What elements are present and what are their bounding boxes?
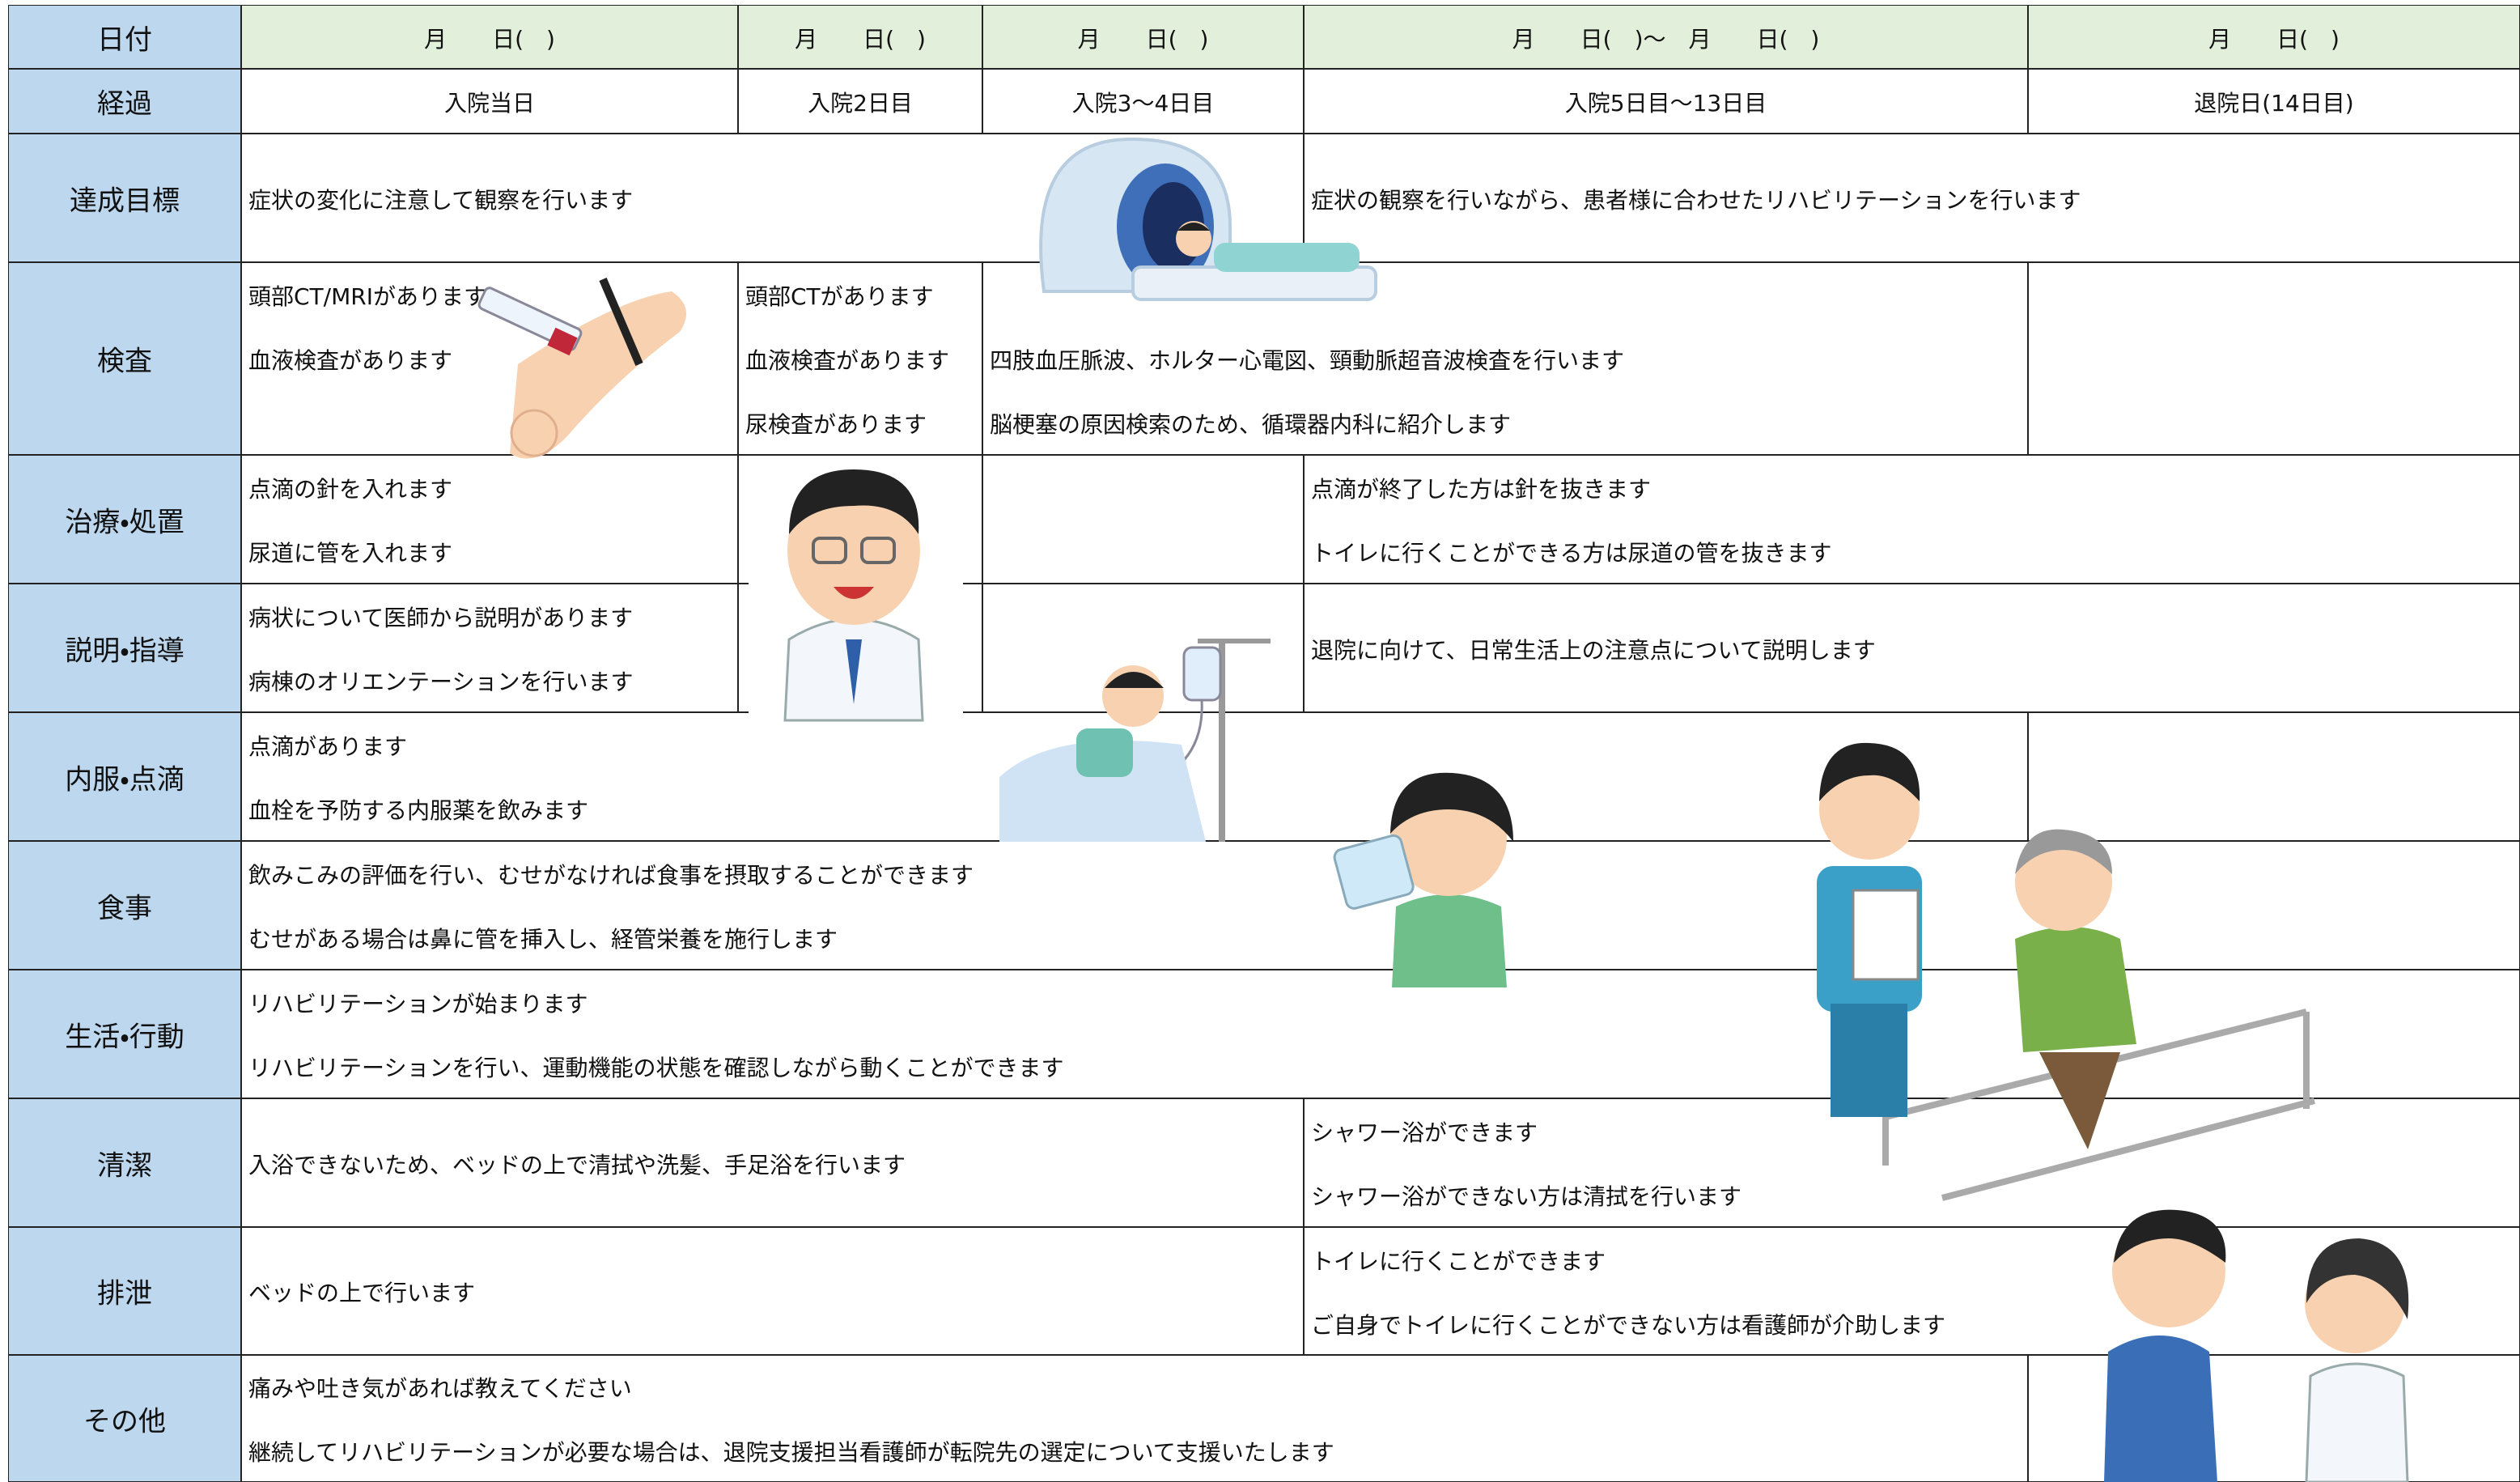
row-label-cell: 排泄 xyxy=(8,1227,241,1355)
table-cell: 点滴が終了した方は針を抜きますトイレに行くことができる方は尿道の管を抜きます xyxy=(1304,455,2520,584)
cell-text: 入院当日 xyxy=(443,90,535,117)
cell-text: 頭部CT/MRIがあります xyxy=(248,282,486,310)
cell-text: 入院5日目～13日目 xyxy=(1564,90,1767,117)
row-label-cell: 説明・指導 xyxy=(8,584,241,712)
table-cell: 月 日( ) xyxy=(982,5,1304,69)
cell-text: 月 日( )～ 月 日( ) xyxy=(1512,25,1820,53)
row-label-cell: 清潔 xyxy=(8,1098,241,1227)
table-cell: 月 日( )～ 月 日( ) xyxy=(1304,5,2028,69)
cell-text: 入浴できないため、ベッドの上で清拭や洗髪、手足浴を行います xyxy=(248,1151,906,1178)
cell-text: トイレに行くことができます xyxy=(1311,1247,1606,1275)
table-cell: リハビリテーションが始まりますリハビリテーションを行い、運動機能の状態を確認しな… xyxy=(241,970,2520,1098)
table-cell xyxy=(982,455,1304,584)
table-cell: 入院当日 xyxy=(241,69,738,134)
row-label: 排泄 xyxy=(97,1277,152,1310)
table-cell: 入浴できないため、ベッドの上で清拭や洗髪、手足浴を行います xyxy=(241,1098,1304,1227)
cell-text: 尿道に管を入れます xyxy=(248,540,453,567)
cell-text: 点滴の針を入れます xyxy=(248,475,453,503)
row-label-cell: 生活・行動 xyxy=(8,970,241,1098)
cell-text: 痛みや吐き気があれば教えてください xyxy=(248,1375,632,1403)
table-cell: 頭部CTがあります 血液検査があります 尿検査があります xyxy=(738,262,982,455)
table-cell: 症状の変化に注意して観察を行います xyxy=(241,134,1304,262)
table-cell xyxy=(738,455,982,584)
cell-text: 病棟のオリエンテーションを行います xyxy=(248,669,634,696)
table-cell: 症状の観察を行いながら、患者様に合わせたリハビリテーションを行います xyxy=(1304,134,2520,262)
cell-text: 血栓を予防する内服薬を飲みます xyxy=(248,797,589,825)
cell-text: トイレに行くことができる方は尿道の管を抜きます xyxy=(1311,540,1832,567)
table-cell: 点滴があります血栓を予防する内服薬を飲みます xyxy=(241,712,2028,841)
table-cell: トイレに行くことができますご自身でトイレに行くことができない方は看護師が介助しま… xyxy=(1304,1227,2520,1355)
row-label-cell: 日付 xyxy=(8,5,241,69)
row-label: 日付 xyxy=(97,23,152,56)
row-label-cell: 食事 xyxy=(8,841,241,970)
row-label: 達成目標 xyxy=(70,185,180,217)
row-label-cell: 検査 xyxy=(8,262,241,455)
cell-text: 血液検査があります xyxy=(745,347,950,374)
table-cell: 頭部CT/MRIがあります 血液検査があります xyxy=(241,262,738,455)
cell-text: 継続してリハビリテーションが必要な場合は、退院支援担当看護師が転院先の選定につい… xyxy=(248,1438,1334,1466)
table-cell: 点滴の針を入れます 尿道に管を入れます xyxy=(241,455,738,584)
cell-text: シャワー浴ができない方は清拭を行います xyxy=(1311,1183,1742,1211)
cell-text: 点滴が終了した方は針を抜きます xyxy=(1311,475,1652,503)
cell-text: ベッドの上で行います xyxy=(248,1280,476,1306)
row-label: 生活・行動 xyxy=(65,1021,185,1053)
cell-text: リハビリテーションが始まります xyxy=(248,990,588,1017)
cell-text: 月 日( ) xyxy=(2208,25,2340,53)
cell-text: 退院日(14日目) xyxy=(2194,90,2354,117)
table-cell: 月 日( ) xyxy=(241,5,738,69)
row-label-cell: 経過 xyxy=(8,69,241,134)
table-cell: 痛みや吐き気があれば教えてください継続してリハビリテーションが必要な場合は、退院… xyxy=(241,1355,2028,1482)
table-cell xyxy=(738,584,982,712)
row-label: 内服・点滴 xyxy=(65,763,185,796)
row-label: 経過 xyxy=(97,87,152,121)
table-cell: 入院5日目～13日目 xyxy=(1304,69,2028,134)
table-cell: 入院2日目 xyxy=(738,69,982,134)
cell-text: 尿検査があります xyxy=(745,411,927,439)
row-label: 説明・指導 xyxy=(65,635,185,667)
table-cell: 月 日( ) xyxy=(738,5,982,69)
cell-text: 血液検査があります xyxy=(248,347,453,374)
table-cell xyxy=(982,584,1304,712)
row-label-cell: その他 xyxy=(8,1355,241,1482)
cell-text: 退院に向けて、日常生活上の注意点について説明します xyxy=(1311,636,1876,664)
cell-text: 点滴があります xyxy=(248,733,408,760)
row-label: 治療・処置 xyxy=(65,506,185,538)
table-cell xyxy=(2028,262,2520,455)
row-label: 食事 xyxy=(97,892,152,924)
cell-text: 脳梗塞の原因検索のため、循環器内科に紹介します xyxy=(990,411,1512,439)
row-label-cell: 内服・点滴 xyxy=(8,712,241,841)
cell-text: 入院2日目 xyxy=(808,90,913,117)
cell-text: 頭部CTがあります xyxy=(745,282,934,310)
table-cell: 入院3～4日目 xyxy=(982,69,1304,134)
table-cell: 退院に向けて、日常生活上の注意点について説明します xyxy=(1304,584,2520,712)
cell-text: 飲みこみの評価を行い、むせがなければ食事を摂取することができます xyxy=(248,861,974,889)
table-cell xyxy=(2028,712,2520,841)
row-label-cell: 治療・処置 xyxy=(8,455,241,584)
cell-text: 月 日( ) xyxy=(424,25,555,53)
table-cell: シャワー浴ができますシャワー浴ができない方は清拭を行います xyxy=(1304,1098,2520,1227)
cell-text: 月 日( ) xyxy=(1077,25,1209,53)
cell-text: 症状の観察を行いながら、患者様に合わせたリハビリテーションを行います xyxy=(1311,186,2081,214)
cell-text: ご自身でトイレに行くことができない方は看護師が介助します xyxy=(1311,1311,1946,1339)
table-cell: 月 日( ) xyxy=(2028,5,2520,69)
row-label: 検査 xyxy=(97,345,152,378)
cell-text: 入院3～4日目 xyxy=(1071,90,1215,117)
cell-text: 四肢血圧脈波、ホルター心電図、頸動脈超音波検査を行います xyxy=(990,347,1625,374)
table-cell: 四肢血圧脈波、ホルター心電図、頸動脈超音波検査を行います 脳梗塞の原因検索のため、… xyxy=(982,262,2028,455)
cell-text: 月 日( ) xyxy=(795,25,926,53)
table-cell xyxy=(2028,1355,2520,1482)
row-label: その他 xyxy=(83,1405,166,1437)
cell-text: むせがある場合は鼻に管を挿入し、経管栄養を施行します xyxy=(248,926,838,953)
cell-text: リハビリテーションを行い、運動機能の状態を確認しながら動くことができます xyxy=(248,1055,1064,1082)
table-cell: ベッドの上で行います xyxy=(241,1227,1304,1355)
row-label: 清潔 xyxy=(97,1149,152,1182)
row-label-cell: 達成目標 xyxy=(8,134,241,262)
table-cell: 飲みこみの評価を行い、むせがなければ食事を摂取することができます むせがある場合は… xyxy=(241,841,2520,970)
table-cell: 退院日(14日目) xyxy=(2028,69,2520,134)
cell-text: 病状について医師から説明があります xyxy=(248,604,634,631)
cell-text: シャワー浴ができます xyxy=(1311,1119,1538,1146)
table-cell: 病状について医師から説明があります 病棟のオリエンテーションを行います xyxy=(241,584,738,712)
cell-text: 症状の変化に注意して観察を行います xyxy=(248,186,634,214)
